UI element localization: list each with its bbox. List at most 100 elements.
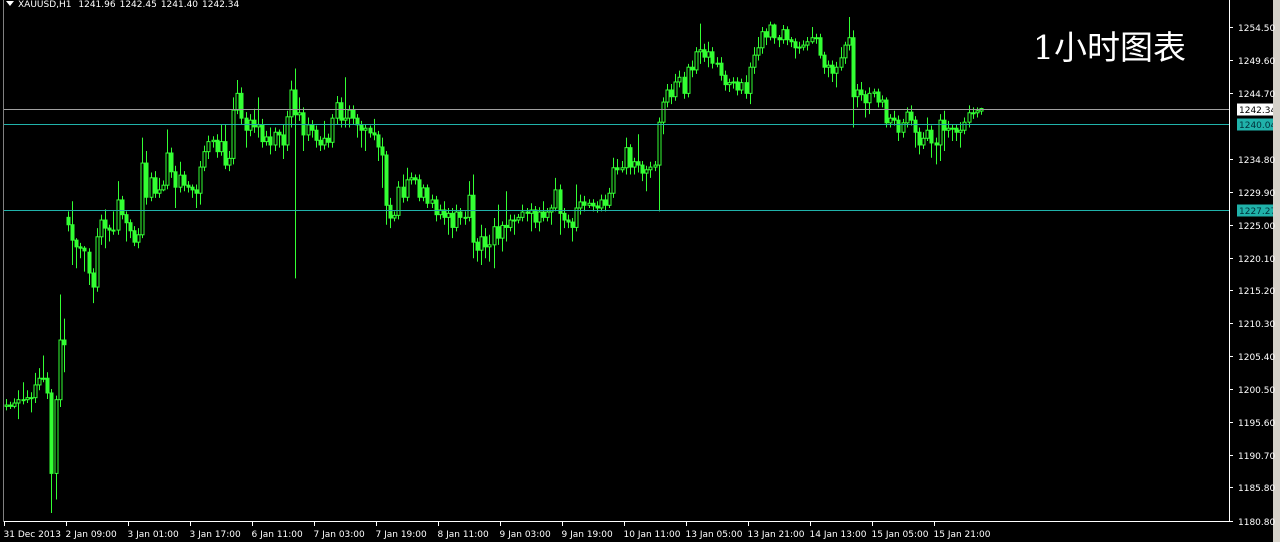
- candle-body-bull: [25, 397, 30, 401]
- candle: [896, 115, 901, 141]
- bar-open: 1241.96: [78, 0, 116, 10]
- x-tick-label: 13 Jan 05:00: [686, 530, 743, 540]
- candle: [781, 24, 786, 44]
- candle: [45, 372, 50, 400]
- candle: [467, 181, 472, 222]
- candle-body-bear: [107, 227, 112, 231]
- candle: [74, 238, 79, 269]
- candle: [632, 157, 637, 175]
- candle: [273, 127, 278, 152]
- price-label-text: 1227.27: [1239, 207, 1276, 217]
- candle-body-bear: [615, 167, 620, 171]
- candle: [839, 47, 844, 71]
- candle: [413, 174, 418, 185]
- candle: [648, 161, 653, 178]
- candle-body-bear: [682, 76, 687, 94]
- candle-body-bull: [492, 226, 497, 246]
- candle-body-bear: [744, 82, 749, 94]
- y-tick-label: 1229.90: [1238, 189, 1275, 199]
- candle: [256, 97, 261, 138]
- x-tick-label: 7 Jan 19:00: [376, 530, 428, 540]
- candle-body-bull: [760, 31, 765, 49]
- candle: [33, 372, 38, 404]
- candle: [157, 177, 162, 198]
- scrollbar: [1273, 0, 1280, 542]
- candle-body-bull: [29, 397, 34, 400]
- candle-body-bull: [219, 141, 224, 153]
- candle: [401, 174, 406, 203]
- candle: [562, 207, 567, 229]
- candle: [979, 107, 984, 115]
- candle-body-bull: [839, 57, 844, 68]
- candle-body-bear: [669, 89, 674, 98]
- candle: [136, 228, 141, 249]
- candle: [917, 127, 922, 155]
- candle-body-bull: [248, 119, 253, 131]
- candle: [764, 28, 769, 46]
- candle: [16, 390, 21, 420]
- candle: [698, 23, 703, 64]
- candle: [504, 191, 509, 242]
- candle: [54, 395, 59, 500]
- candle: [863, 90, 868, 118]
- candle: [756, 37, 761, 61]
- candle-body-bull: [322, 137, 327, 146]
- candle: [37, 368, 42, 391]
- candle: [95, 228, 100, 292]
- candle-body-bear: [917, 131, 922, 146]
- candle-body-bear: [723, 74, 728, 86]
- candle: [814, 33, 819, 44]
- candle-body-bear: [896, 119, 901, 133]
- candle: [103, 209, 108, 249]
- candle: [434, 195, 439, 222]
- candle: [248, 114, 253, 137]
- candle: [913, 116, 918, 148]
- candle-body-bull: [508, 219, 513, 228]
- candle-body-bull: [273, 131, 278, 146]
- candle-body-bear: [376, 134, 381, 148]
- candle: [62, 318, 67, 373]
- candle-body-bear: [281, 134, 286, 146]
- candle: [215, 134, 220, 158]
- candle: [82, 246, 87, 272]
- dropdown-triangle-icon[interactable]: [6, 1, 14, 6]
- candle-body-bear: [49, 392, 54, 474]
- candle-body-bull: [611, 167, 616, 194]
- candle-body-bear: [388, 204, 393, 219]
- candle-body-bear: [339, 102, 344, 121]
- candle-body-bull: [4, 404, 9, 407]
- candle-body-bull: [467, 194, 472, 218]
- candle-body-bull: [706, 51, 711, 58]
- candle: [545, 207, 550, 222]
- candle-body-bull: [958, 129, 963, 133]
- candle-body-bull: [289, 89, 294, 118]
- candle-body-bull: [231, 109, 236, 159]
- candle-body-bull: [37, 377, 42, 386]
- candle: [372, 118, 377, 141]
- candle: [244, 112, 249, 148]
- candle: [289, 80, 294, 128]
- candle: [384, 151, 389, 225]
- candle-body-bear: [380, 146, 385, 156]
- candle: [161, 180, 166, 192]
- candle: [430, 194, 435, 208]
- candle-body-bear: [153, 177, 158, 194]
- candle: [739, 78, 744, 95]
- candle: [768, 21, 773, 41]
- candle-body-bear: [186, 184, 191, 188]
- y-tick-label: 1185.80: [1238, 484, 1275, 494]
- candle-body-bull: [739, 82, 744, 91]
- candle-body-bull: [843, 44, 848, 59]
- candle: [925, 117, 930, 141]
- candle: [744, 75, 749, 99]
- candle-body-bull: [202, 151, 207, 168]
- candle: [909, 105, 914, 126]
- candle: [260, 118, 265, 148]
- candle: [194, 184, 199, 208]
- candle: [653, 161, 658, 172]
- candle-body-bull: [99, 219, 104, 238]
- candle: [99, 214, 104, 245]
- candle: [454, 204, 459, 232]
- candle-body-bull: [479, 236, 484, 251]
